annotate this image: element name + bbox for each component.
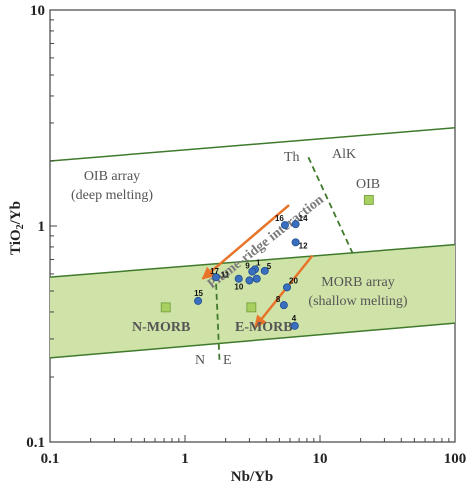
sample-label-4: 4	[292, 314, 297, 323]
oib-array-label: OIB array	[84, 169, 140, 184]
x-tick-label: 100	[444, 451, 467, 467]
sample-point-17	[212, 273, 221, 282]
sample-label-10: 10	[234, 282, 243, 291]
sample-point-4	[290, 321, 299, 330]
alk-label: AlK	[332, 147, 356, 162]
y-axis-label: TiO2/Yb	[8, 201, 26, 255]
sample-point-14	[291, 220, 300, 229]
th-alk-divider	[307, 156, 354, 254]
sample-point-12	[291, 238, 300, 247]
x-tick-label: 10	[313, 451, 328, 467]
sample-point-11	[234, 274, 243, 283]
sample-label-9: 9	[245, 262, 250, 271]
sample-label-8: 8	[276, 295, 281, 304]
y-tick-label: 1	[38, 219, 46, 235]
sample-point-8	[279, 301, 288, 310]
reference-marker-n-morb	[160, 302, 171, 313]
e-label: E	[223, 353, 232, 368]
sample-label-11: 11	[221, 271, 230, 280]
reference-marker-e-morb	[246, 302, 257, 313]
sample-point-16	[280, 221, 289, 230]
reference-marker-oib	[363, 195, 374, 205]
oib-array-sublabel: (deep melting)	[71, 188, 153, 203]
plot-area	[49, 9, 456, 443]
sample-point-15	[194, 296, 203, 305]
sample-label-5: 5	[267, 262, 272, 271]
sample-label-17: 17	[210, 267, 219, 276]
morb-array-lower-line	[50, 322, 455, 359]
oib-array-upper-line	[50, 127, 455, 162]
sample-point-9	[248, 267, 257, 276]
trend-arrow-lower	[254, 254, 314, 329]
morb-array-band	[50, 244, 455, 358]
sample-point-5	[260, 266, 269, 275]
e-morb-label: E-MORB	[235, 320, 293, 335]
n-morb-label: N-MORB	[132, 320, 190, 335]
n-e-divider	[215, 283, 221, 360]
sample-point-20	[283, 283, 292, 292]
sample-point-7	[252, 274, 261, 283]
sample-label-15: 15	[194, 289, 203, 298]
morb-array-label: MORB array	[321, 275, 395, 290]
sample-label-20: 20	[289, 276, 298, 285]
sample-label-14: 14	[299, 214, 308, 223]
x-tick-label: 0.1	[41, 451, 60, 467]
trend-arrow-upper	[201, 204, 290, 280]
sample-label-16: 16	[275, 214, 284, 223]
x-tick-label: 1	[181, 451, 189, 467]
morb-array-upper-line	[50, 243, 455, 278]
y-tick-label: 0.1	[26, 435, 45, 451]
x-axis-label: Nb/Yb	[231, 469, 274, 485]
sample-label-12: 12	[299, 241, 308, 250]
sample-point-10	[245, 276, 254, 285]
oib-label: OIB	[356, 177, 380, 192]
n-label: N	[195, 353, 205, 368]
th-label: Th	[284, 150, 300, 165]
sample-label-1: 1	[256, 258, 261, 267]
morb-array-sublabel: (shallow melting)	[308, 294, 407, 309]
y-tick-label: 10	[30, 3, 45, 19]
